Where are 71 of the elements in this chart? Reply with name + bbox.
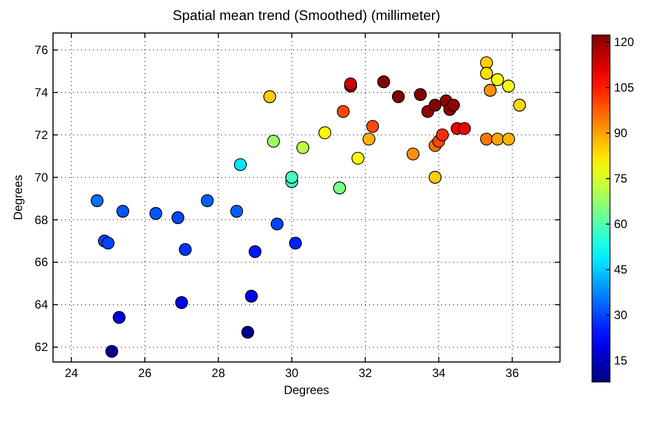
point (352, 152, 364, 165)
point (267, 134, 280, 148)
color-bar-label: 75 (614, 172, 628, 186)
point (336, 105, 350, 118)
x-tick-label: 34 (432, 366, 446, 380)
color-bar-label: 90 (614, 126, 628, 140)
y-tick-label: 62 (34, 340, 48, 354)
point (289, 236, 302, 250)
point (172, 211, 184, 224)
point (112, 311, 126, 324)
color-bar-label: 120 (614, 34, 634, 49)
point (333, 182, 346, 194)
y-tick-label: 64 (34, 298, 48, 312)
y-tick-label: 70 (34, 170, 48, 184)
point (102, 236, 115, 250)
point (241, 326, 254, 339)
color-bar-label: 30 (614, 308, 628, 322)
point (484, 84, 497, 97)
x-tick-label: 26 (138, 366, 152, 380)
y-axis-title: Degrees (11, 174, 25, 220)
x-tick-label: 24 (64, 366, 78, 380)
point (116, 204, 130, 218)
point (105, 345, 118, 358)
point (447, 98, 460, 112)
point (458, 122, 471, 135)
color-bar-label: 15 (614, 354, 628, 368)
point (248, 245, 262, 258)
point (377, 75, 390, 88)
y-tick-label: 74 (34, 85, 48, 100)
point (436, 128, 449, 142)
point (149, 207, 162, 220)
x-tick-label: 30 (285, 366, 299, 380)
point (178, 243, 192, 256)
point (480, 56, 493, 70)
point (234, 158, 247, 171)
point (502, 80, 515, 92)
x-axis-title: Degrees (284, 383, 330, 397)
y-tick-label: 76 (34, 42, 48, 57)
point (491, 132, 504, 146)
point (392, 90, 405, 104)
point (362, 132, 376, 146)
point (366, 120, 380, 133)
point (414, 88, 427, 101)
point (428, 170, 442, 184)
point (270, 218, 284, 230)
color-bar-label: 45 (614, 262, 628, 277)
point (263, 90, 276, 104)
point (230, 204, 244, 218)
chart-title: Spatial mean trend (Smoothed) (millimeter) (172, 7, 440, 23)
point (502, 132, 515, 146)
y-tick-label: 66 (34, 255, 48, 270)
point (244, 290, 258, 303)
point (480, 132, 493, 146)
point (480, 66, 493, 80)
point (428, 98, 442, 112)
x-tick-label: 32 (358, 366, 372, 380)
y-tick-label: 68 (34, 212, 48, 227)
x-tick-label: 36 (506, 366, 520, 380)
point (296, 141, 310, 154)
point (513, 98, 526, 112)
x-tick-label: 28 (212, 366, 226, 380)
point (491, 73, 504, 86)
color-bar-label: 105 (614, 80, 634, 95)
color-bar-label: 60 (614, 217, 628, 232)
point (200, 194, 214, 208)
point (285, 170, 298, 184)
point (175, 296, 188, 309)
point (90, 194, 104, 208)
y-tick-label: 72 (34, 128, 48, 142)
point (406, 148, 420, 160)
point (318, 126, 332, 140)
